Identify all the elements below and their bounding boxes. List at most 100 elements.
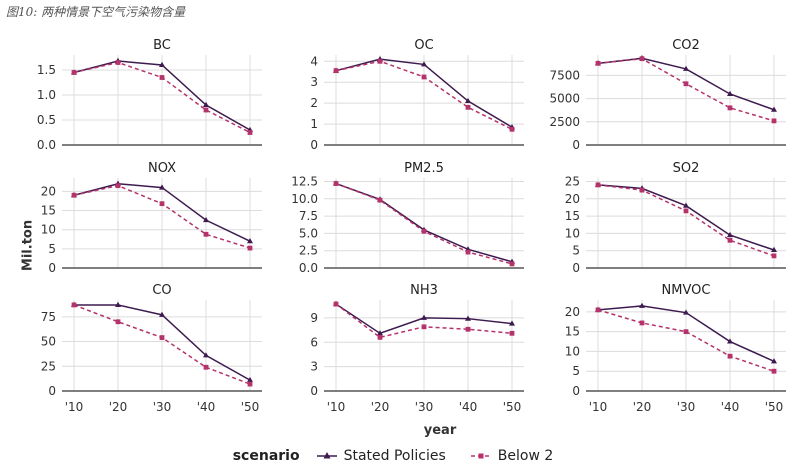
nox-ytick-label-0: 0 (48, 261, 56, 275)
nh3-xtick-label-0: '10 (327, 400, 346, 414)
co-xtick-label-1: '20 (109, 400, 128, 414)
co-stated-policies-point-1 (115, 301, 121, 307)
co-ytick-label-1: 25 (41, 359, 56, 373)
co-ytick-label-2: 50 (41, 335, 56, 349)
oc-ytick-label-2: 2 (310, 96, 318, 110)
legend-item-stated-policies: Stated Policies (316, 448, 446, 464)
nox-ytick-label-2: 10 (41, 223, 56, 237)
nmvoc-stated-policies-point-1 (639, 302, 645, 308)
nh3-below-2-point-4 (509, 330, 515, 336)
nox-ytick-label-1: 5 (48, 242, 56, 256)
co2-below-2-point-1 (639, 56, 645, 62)
nh3-xtick-label-2: '30 (415, 400, 434, 414)
nox-below-2-point-1 (115, 183, 121, 189)
nmvoc-below-2-point-1 (639, 320, 645, 326)
nh3-xtick-label-4: '50 (503, 400, 522, 414)
figure-title: 图10: 两种情景下空气污染物含量 (6, 5, 186, 19)
co2-panel-title: CO2 (672, 38, 700, 53)
co-ytick-label-3: 75 (41, 310, 56, 324)
nmvoc-xtick-label-1: '20 (633, 400, 652, 414)
co-xtick-label-0: '10 (65, 400, 84, 414)
co-below-2-point-0 (71, 302, 77, 308)
co-xtick-label-3: '40 (197, 400, 216, 414)
nh3-xtick-label-3: '40 (459, 400, 478, 414)
bc-below-2-point-3 (203, 107, 209, 113)
nmvoc-below-2-line (597, 309, 775, 372)
co-below-2-point-1 (115, 319, 121, 325)
co2-ytick-label-1: 2500 (549, 115, 580, 129)
y-axis-label: Mil.ton (20, 219, 36, 272)
bc-below-2-point-1 (115, 60, 121, 65)
nox-below-2-point-3 (203, 231, 209, 237)
co2-stated-policies-point-2 (683, 65, 689, 71)
nmvoc-xtick-label-2: '30 (677, 400, 696, 414)
so2-stated-policies-point-3 (727, 231, 733, 238)
co2-below-2-point-3 (727, 105, 733, 111)
pm2-5-ytick-label-2: 5.0 (299, 226, 318, 240)
so2-ytick-label-4: 20 (565, 192, 580, 206)
legend: scenario Stated Policies Below 2 (0, 448, 800, 464)
nh3-ytick-label-2: 6 (310, 335, 318, 349)
co-below-2-point-4 (247, 381, 253, 387)
nox-below-2-point-4 (247, 245, 253, 251)
oc-below-2-point-3 (465, 104, 471, 110)
oc-below-2-point-2 (421, 74, 427, 80)
nmvoc-ytick-label-0: 0 (572, 384, 580, 398)
so2-below-2-point-1 (639, 187, 645, 193)
so2-ytick-label-1: 5 (572, 244, 580, 258)
co2-below-2-point-2 (683, 81, 689, 87)
nh3-below-2-point-3 (465, 326, 471, 332)
pm2-5-panel-title: PM2.5 (404, 161, 444, 176)
bc-ytick-label-3: 1.5 (37, 63, 56, 77)
co-ytick-label-0: 0 (48, 384, 56, 398)
nh3-below-2-point-2 (421, 324, 427, 330)
nmvoc-below-2-point-3 (727, 353, 733, 359)
nmvoc-stated-policies-point-4 (771, 358, 777, 364)
so2-ytick-label-0: 0 (572, 261, 580, 275)
x-axis-label: year (423, 423, 457, 438)
nmvoc-below-2-point-2 (683, 329, 689, 335)
oc-below-2-point-0 (333, 68, 339, 74)
pm2-5-ytick-label-3: 7.5 (299, 209, 318, 223)
bc-panel-title: BC (153, 38, 171, 53)
pm2-5-below-2-point-0 (333, 181, 339, 186)
legend-title: scenario (232, 448, 300, 464)
pm2-5-ytick-label-0: 0.0 (299, 261, 318, 275)
oc-stated-policies-point-2 (421, 61, 427, 67)
so2-below-2-point-3 (727, 237, 733, 243)
nmvoc-stated-policies-point-3 (727, 338, 733, 344)
co-stated-policies-point-2 (159, 311, 165, 317)
nh3-below-2-point-1 (377, 334, 383, 340)
bc-stated-policies-point-2 (159, 61, 165, 67)
nh3-below-2-point-0 (333, 301, 339, 307)
legend-label-below-2: Below 2 (497, 448, 554, 464)
nh3-stated-policies-point-3 (465, 315, 471, 321)
so2-below-2-point-4 (771, 253, 777, 259)
so2-panel-title: SO2 (673, 161, 700, 176)
nmvoc-xtick-label-0: '10 (589, 400, 608, 414)
so2-ytick-label-3: 15 (565, 209, 580, 223)
nmvoc-xtick-label-3: '40 (721, 400, 740, 414)
legend-key-below-2 (470, 453, 491, 459)
nmvoc-xtick-label-4: '50 (765, 400, 784, 414)
bc-below-2-point-4 (247, 130, 253, 135)
nox-ytick-label-4: 20 (41, 184, 56, 198)
so2-stated-policies-point-2 (683, 202, 689, 208)
oc-stated-policies-point-3 (465, 97, 471, 104)
pm2-5-below-2-point-2 (421, 228, 427, 234)
oc-panel-title: OC (414, 38, 433, 53)
co2-below-2-point-0 (595, 60, 601, 66)
nox-stated-policies-point-3 (203, 216, 209, 223)
nox-below-2-point-2 (159, 201, 165, 207)
nox-stated-policies-point-2 (159, 184, 165, 190)
nh3-ytick-label-1: 3 (310, 360, 318, 374)
nh3-ytick-label-0: 0 (310, 384, 318, 398)
bc-stated-policies-point-3 (203, 101, 209, 107)
co2-stated-policies-point-3 (727, 90, 733, 96)
nh3-xtick-label-1: '20 (371, 400, 390, 414)
co-panel-title: CO (152, 283, 171, 298)
bc-ytick-label-0: 0.0 (37, 138, 56, 152)
pm2-5-ytick-label-4: 10.0 (291, 192, 318, 206)
co2-ytick-label-3: 7500 (549, 68, 580, 82)
nmvoc-ytick-label-3: 15 (565, 325, 580, 339)
